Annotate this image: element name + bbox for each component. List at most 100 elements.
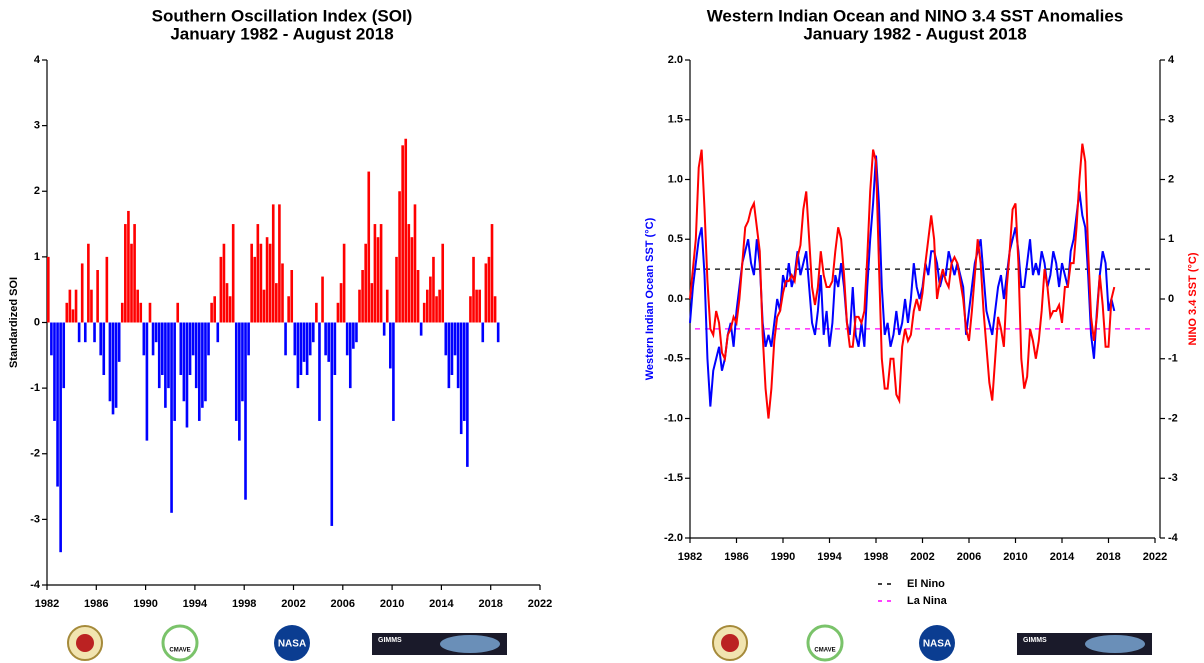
y-tick-label: 3 xyxy=(34,120,40,132)
bar xyxy=(401,145,404,323)
bar xyxy=(47,256,50,323)
x-tick-label: 1986 xyxy=(724,551,748,563)
bar xyxy=(321,276,324,323)
bar xyxy=(179,322,183,375)
bar xyxy=(308,322,312,356)
bar xyxy=(145,322,149,441)
bar xyxy=(204,322,207,402)
bar xyxy=(293,322,297,356)
bar xyxy=(185,322,189,428)
bar xyxy=(241,322,244,402)
series-line xyxy=(689,143,1116,419)
bar xyxy=(216,322,220,343)
bar xyxy=(117,322,121,362)
bar xyxy=(456,322,460,389)
x-tick-label: 2022 xyxy=(528,598,552,610)
nasa-text: NASA xyxy=(278,639,306,650)
bar xyxy=(302,322,306,362)
bar xyxy=(68,289,72,323)
y2-tick-label: -1 xyxy=(1168,353,1178,365)
bar xyxy=(197,322,201,421)
legend-label: La Nina xyxy=(907,595,948,607)
bar xyxy=(287,296,290,323)
bar xyxy=(127,210,130,323)
bar xyxy=(447,322,451,389)
bar xyxy=(170,322,173,513)
cmave-text: CMAVE xyxy=(169,648,190,654)
bar xyxy=(466,322,469,467)
y-tick-label: -2.0 xyxy=(664,532,683,544)
bar xyxy=(422,302,426,323)
bar xyxy=(59,322,62,553)
bar xyxy=(228,296,232,323)
y2-axis-label: NINO 3.4 SST (°C) xyxy=(1187,252,1199,345)
x-tick-label: 1994 xyxy=(817,551,842,563)
bar xyxy=(462,322,466,421)
y-tick-label: 1 xyxy=(34,251,40,263)
y-tick-label: -1.5 xyxy=(664,472,683,484)
gimms-text: GIMMS xyxy=(1023,637,1047,644)
bar xyxy=(53,322,56,421)
logo-row: CMAVE NASA GIMMS xyxy=(67,624,507,662)
bar xyxy=(62,322,66,389)
bar xyxy=(444,322,448,356)
bar xyxy=(318,322,321,421)
bar xyxy=(201,322,204,408)
x-tick-label: 2006 xyxy=(331,598,355,610)
bar xyxy=(407,224,411,323)
chart-subtitle: January 1982 - August 2018 xyxy=(803,24,1026,43)
y-tick-label: -3 xyxy=(30,513,40,525)
seal-logo-inner xyxy=(76,634,94,652)
bar xyxy=(453,322,457,356)
bar xyxy=(275,283,278,323)
nasa-text: NASA xyxy=(923,639,951,650)
x-tick-label: 1990 xyxy=(771,551,795,563)
bar xyxy=(167,322,170,389)
y-tick-label: 4 xyxy=(34,54,41,66)
bar xyxy=(114,322,118,408)
bar xyxy=(395,256,398,323)
bar xyxy=(475,289,478,323)
bar xyxy=(336,302,340,323)
bar xyxy=(281,263,284,323)
legend-label: El Nino xyxy=(907,578,945,590)
bar xyxy=(487,256,491,323)
bar xyxy=(65,302,69,323)
bar xyxy=(176,302,180,323)
x-tick-label: 2018 xyxy=(478,598,502,610)
bar xyxy=(244,322,247,500)
bar xyxy=(99,322,103,356)
cmave-logo xyxy=(161,624,199,662)
x-tick-label: 2022 xyxy=(1143,551,1167,563)
bar xyxy=(191,322,195,356)
bar xyxy=(182,322,186,402)
bar xyxy=(311,322,315,343)
bar xyxy=(188,322,192,375)
bar xyxy=(56,322,59,487)
y-tick-label: 2.0 xyxy=(668,54,683,66)
y-tick-label: -1 xyxy=(30,382,40,394)
x-tick-label: 2002 xyxy=(910,551,934,563)
bar xyxy=(493,296,497,323)
bar xyxy=(210,302,213,323)
bar xyxy=(265,237,269,323)
bar xyxy=(256,224,260,323)
gimms-text: GIMMS xyxy=(378,637,402,644)
bar xyxy=(373,224,377,323)
bar xyxy=(290,270,294,323)
bar xyxy=(410,237,414,323)
bar xyxy=(469,296,472,323)
bar xyxy=(459,322,463,435)
bar xyxy=(345,322,349,356)
bar xyxy=(139,302,143,323)
bar xyxy=(105,256,109,323)
bar xyxy=(496,322,500,343)
bar xyxy=(398,191,401,323)
x-tick-label: 1982 xyxy=(678,551,702,563)
bar xyxy=(219,256,223,323)
bar xyxy=(392,322,395,421)
y-tick-label: 1.0 xyxy=(668,173,683,185)
bar xyxy=(130,243,133,323)
bar xyxy=(161,322,164,375)
